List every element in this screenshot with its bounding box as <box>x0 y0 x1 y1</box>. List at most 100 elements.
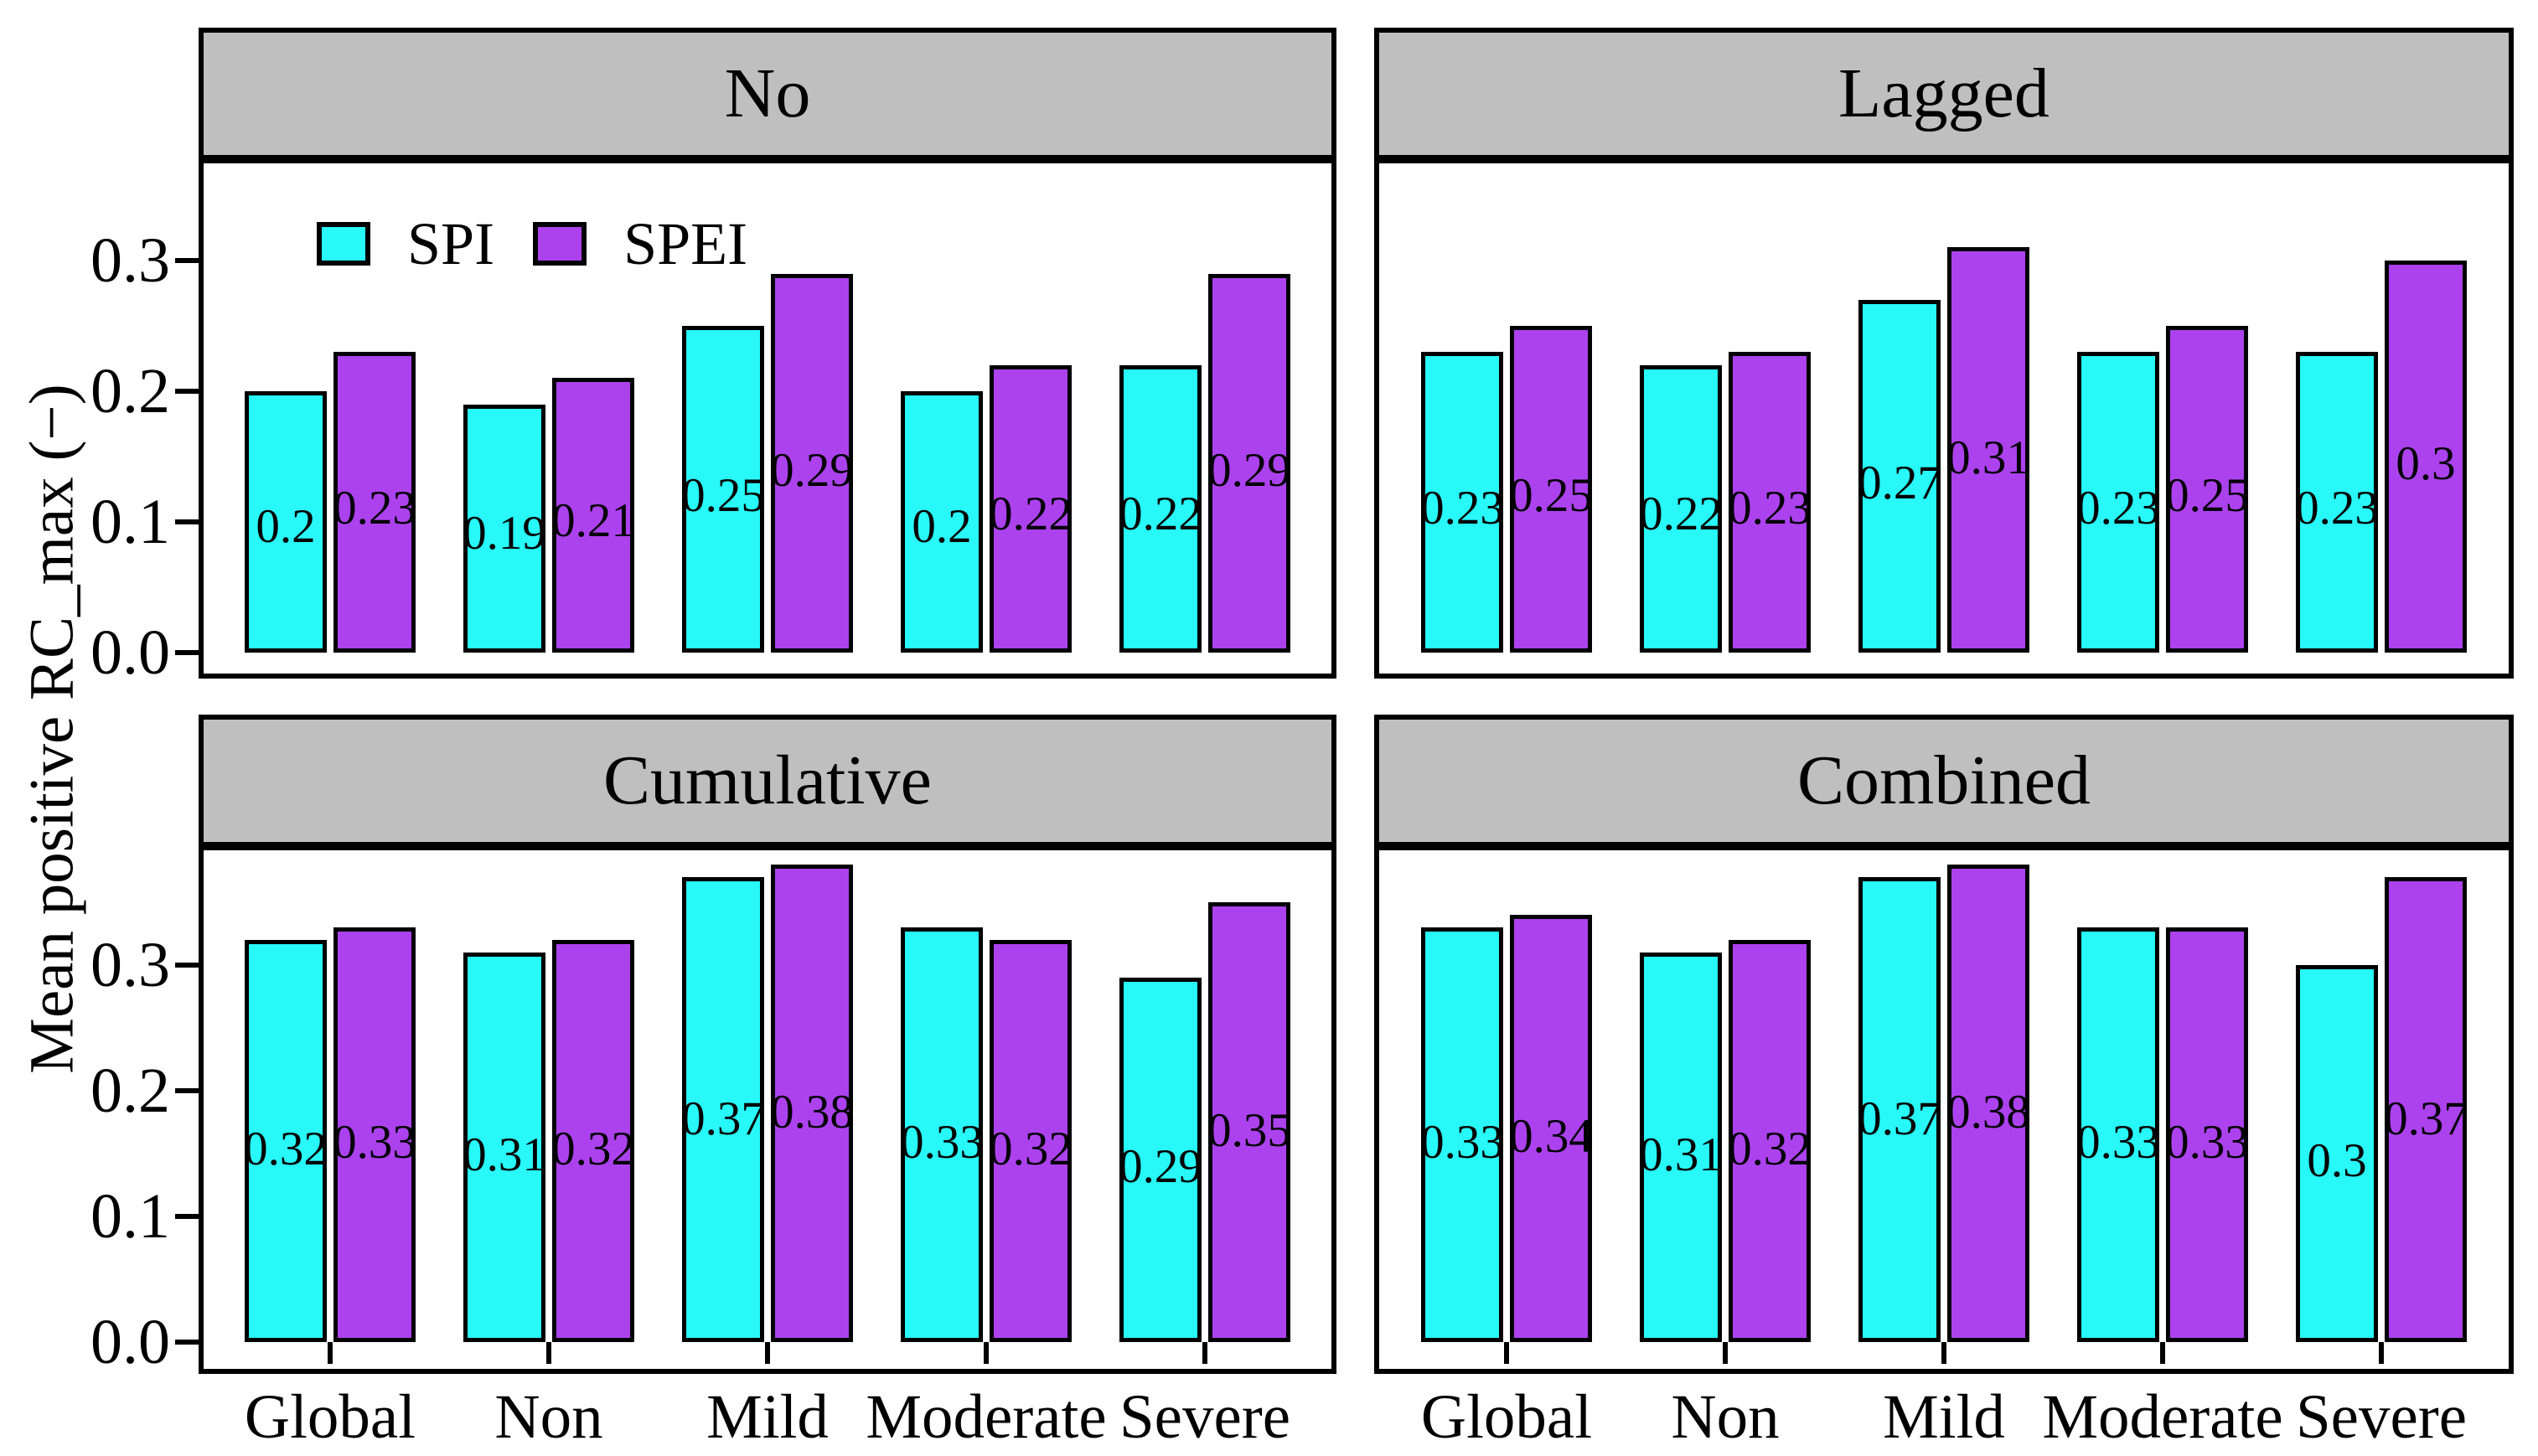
legend-item: SPI <box>317 214 494 274</box>
y-tick-mark <box>175 1340 199 1345</box>
bar-spi <box>1640 953 1722 1342</box>
bar-value-label: 0.23 <box>333 481 416 534</box>
bar-value-label: 0.3 <box>2396 437 2456 491</box>
y-tick-mark <box>175 519 199 524</box>
bar-value-label: 0.25 <box>1509 468 1593 522</box>
bar-spei <box>552 378 634 653</box>
bar-spei <box>1947 865 2029 1342</box>
bar-spi <box>682 326 764 653</box>
bar-spei <box>1208 274 1290 653</box>
bar-spei <box>333 927 416 1342</box>
plot-area: 0.32 0.33 0.31 0.32 0.37 0.38 0.33 0.32 0.29 0.35 <box>204 850 1331 1369</box>
bar-spei <box>2385 877 2467 1342</box>
y-tick-label: 0.3 <box>90 225 170 296</box>
plot-area: 0.23 0.25 0.22 0.23 0.27 0.31 0.23 0.25 0.23 0.3 <box>1379 163 2509 674</box>
bar-value-label: 0.25 <box>2165 468 2249 522</box>
x-tick-mark <box>2379 1342 2384 1364</box>
bar-value-label: 0.32 <box>551 1122 635 1175</box>
bar-value-label: 0.38 <box>1946 1086 2030 1139</box>
panel-no: No 0.2 0.23 0.19 0.21 0.25 0.29 0.2 0.22 0.22 0.2… <box>199 28 1336 679</box>
x-category-label: Moderate <box>866 1382 1107 1452</box>
y-tick-label: 0.1 <box>90 487 170 557</box>
y-tick-label: 0.2 <box>90 356 170 426</box>
y-tick-label: 0.0 <box>90 1307 170 1377</box>
y-tick-mark <box>175 1214 199 1219</box>
bar-spi <box>1119 978 1202 1342</box>
bar-spi <box>901 391 983 653</box>
bar-spi <box>901 927 983 1342</box>
panel-title: Lagged <box>1838 54 2050 132</box>
panel-title: No <box>724 54 811 132</box>
panel-header: No <box>204 33 1331 163</box>
x-category-label: Non <box>1671 1382 1780 1452</box>
bar-spei <box>771 274 853 653</box>
bar-spi <box>245 391 327 653</box>
y-tick-mark <box>175 389 199 394</box>
bar-value-label: 0.37 <box>2384 1092 2468 1145</box>
bar-spi <box>2296 352 2378 653</box>
panel-title: Cumulative <box>603 741 932 819</box>
bar-spei <box>2166 927 2248 1342</box>
bar-spi <box>1421 352 1503 653</box>
bar-value-label: 0.35 <box>1207 1104 1291 1157</box>
bar-value-label: 0.33 <box>900 1116 984 1169</box>
bar-value-label: 0.37 <box>1858 1092 1941 1145</box>
panel-cumulative: Cumulative 0.32 0.33 0.31 0.32 0.37 0.38 0.33 0… <box>199 715 1336 1374</box>
y-tick-mark <box>175 258 199 263</box>
x-tick-mark <box>984 1342 989 1364</box>
panel-header: Cumulative <box>204 720 1331 850</box>
bar-value-label: 0.22 <box>1119 488 1202 541</box>
legend-label: SPI <box>407 210 495 277</box>
bar-spi <box>1421 927 1503 1342</box>
bar-value-label: 0.32 <box>989 1122 1073 1175</box>
bar-value-label: 0.32 <box>244 1122 328 1175</box>
bar-spei <box>2166 326 2248 653</box>
panel-combined: Combined 0.33 0.34 0.31 0.32 0.37 0.38 0.33 0.3… <box>1374 715 2514 1374</box>
y-tick-label: 0.0 <box>90 617 170 688</box>
bar-value-label: 0.31 <box>463 1128 546 1181</box>
plot-area: 0.33 0.34 0.31 0.32 0.37 0.38 0.33 0.33 0.3 0.37 <box>1379 850 2509 1369</box>
y-tick-label: 0.1 <box>90 1181 170 1252</box>
bar-spi <box>2077 352 2159 653</box>
y-tick-label: 0.2 <box>90 1056 170 1126</box>
bar-value-label: 0.23 <box>2295 481 2379 534</box>
x-category-label: Mild <box>706 1382 829 1452</box>
panel-header: Combined <box>1379 720 2509 850</box>
bar-value-label: 0.3 <box>2307 1134 2367 1187</box>
y-tick-mark <box>175 963 199 968</box>
panel-header: Lagged <box>1379 33 2509 163</box>
bar-value-label: 0.37 <box>681 1092 765 1145</box>
legend-item: SPEI <box>533 214 747 274</box>
bar-spi <box>1119 365 1202 653</box>
x-tick-mark <box>1941 1342 1946 1364</box>
bar-spei <box>1510 915 1592 1342</box>
bar-spi <box>2296 965 2378 1342</box>
bar-spi <box>463 405 545 653</box>
bar-spi <box>1858 300 1941 653</box>
bar-spi <box>1858 877 1941 1342</box>
x-category-label: Severe <box>2295 1382 2468 1452</box>
x-tick-mark <box>328 1342 333 1364</box>
panel-lagged: Lagged 0.23 0.25 0.22 0.23 0.27 0.31 0.23 0.25 0… <box>1374 28 2514 679</box>
bar-spei <box>333 352 416 653</box>
bar-value-label: 0.23 <box>2076 481 2160 534</box>
panel-title: Combined <box>1797 741 2091 819</box>
x-tick-mark <box>546 1342 551 1364</box>
bar-spi <box>245 940 327 1342</box>
bar-value-label: 0.38 <box>770 1086 854 1139</box>
bar-spei <box>1729 940 1811 1342</box>
x-category-label: Moderate <box>2042 1382 2283 1452</box>
bar-value-label: 0.2 <box>912 500 972 554</box>
bar-value-label: 0.22 <box>989 488 1073 541</box>
bar-value-label: 0.23 <box>1728 481 1812 534</box>
bar-value-label: 0.29 <box>1207 444 1291 498</box>
x-category-label: Global <box>244 1382 416 1452</box>
x-category-label: Non <box>494 1382 603 1452</box>
bar-spei <box>1208 902 1290 1342</box>
bar-value-label: 0.33 <box>2076 1116 2160 1169</box>
y-tick-label: 0.3 <box>90 930 170 1000</box>
bar-spi <box>463 953 545 1342</box>
legend-label: SPEI <box>623 210 748 277</box>
bar-value-label: 0.19 <box>463 506 546 560</box>
